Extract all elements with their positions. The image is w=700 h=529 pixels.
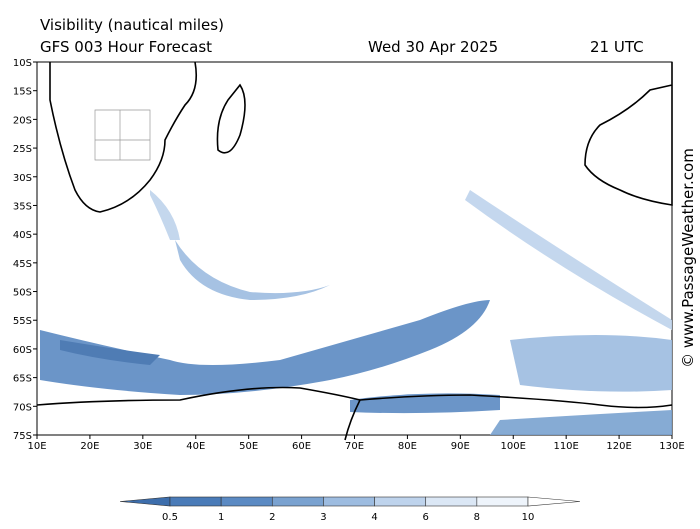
legend-label: 3 — [320, 512, 326, 523]
axes: 10S 15S 20S 25S 30S 35S 40S 45S 50S 55S 60S 65S 70S 7… — [13, 58, 685, 452]
legend-label: 0.5 — [162, 512, 178, 523]
lon-label: 30E — [133, 441, 152, 452]
title: Visibility (nautical miles) — [40, 16, 224, 34]
borders — [94, 109, 151, 161]
date: Wed 30 Apr 2025 — [368, 38, 498, 56]
legend-label: 8 — [474, 512, 480, 523]
visibility-fields — [40, 190, 672, 435]
legend-swatch — [476, 496, 529, 507]
lat-label: 55S — [13, 316, 32, 327]
legend-label: 4 — [371, 512, 377, 523]
lat-label: 60S — [13, 345, 32, 356]
lat-label: 50S — [13, 288, 32, 299]
lat-label: 35S — [13, 201, 32, 212]
legend-swatch — [169, 496, 222, 507]
lat-label: 65S — [13, 374, 32, 385]
lat-label: 15S — [13, 87, 32, 98]
legend-label: 1 — [218, 512, 224, 523]
lat-label: 40S — [13, 230, 32, 241]
legend-swatch — [220, 496, 273, 507]
lat-label: 25S — [13, 144, 32, 155]
legend-arrow-right — [527, 496, 581, 507]
lon-label: 10E — [27, 441, 46, 452]
lat-label: 45S — [13, 259, 32, 270]
lon-label: 60E — [292, 441, 311, 452]
lat-label: 70S — [13, 402, 32, 413]
legend-label: 10 — [522, 512, 535, 523]
lon-label: 40E — [186, 441, 205, 452]
map — [36, 61, 673, 441]
model: GFS 003 Hour Forecast — [40, 38, 212, 56]
legend: 0.5 1 2 3 4 6 8 10 — [119, 496, 581, 523]
lon-label: 50E — [239, 441, 258, 452]
coastlines — [36, 61, 673, 441]
legend-swatch — [323, 496, 375, 507]
lon-label: 130E — [659, 441, 684, 452]
credit: © www.PassageWeather.com — [679, 148, 697, 368]
legend-swatch — [271, 496, 324, 507]
legend-label: 2 — [269, 512, 275, 523]
lon-label: 70E — [345, 441, 364, 452]
legend-label: 6 — [423, 512, 429, 523]
lon-label: 20E — [80, 441, 99, 452]
lat-label: 75S — [13, 431, 32, 442]
lon-label: 100E — [501, 441, 526, 452]
lat-label: 30S — [13, 173, 32, 184]
legend-arrow-left — [119, 496, 171, 507]
lon-label: 80E — [398, 441, 417, 452]
lat-label: 20S — [13, 115, 32, 126]
lat-label: 10S — [13, 58, 32, 69]
lon-label: 120E — [606, 441, 631, 452]
legend-swatch — [425, 496, 478, 507]
lon-label: 110E — [553, 441, 578, 452]
time: 21 UTC — [590, 38, 644, 56]
lon-label: 90E — [451, 441, 470, 452]
legend-swatch — [374, 496, 427, 507]
